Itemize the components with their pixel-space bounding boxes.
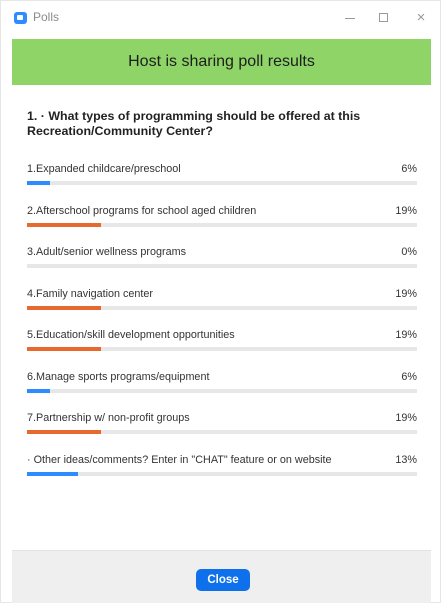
poll-option-percent: 6% [401,163,417,175]
close-window-icon[interactable]: × [416,9,426,26]
poll-option: · Other ideas/comments? Enter in "CHAT" … [27,454,417,496]
result-bar-track [27,181,417,185]
poll-option: 3.Adult/senior wellness programs 0% [27,246,417,288]
result-bar-fill [27,430,102,434]
result-bar-fill [27,222,102,227]
poll-option-label: 4.Family navigation center [27,287,154,300]
result-bar-fill [27,305,102,310]
result-bar-track [27,388,417,393]
maximize-icon[interactable] [372,6,396,30]
poll-option: 1.Expanded childcare/preschool 6% [27,163,417,205]
poll-option-percent: 19% [395,412,417,424]
poll-option-percent: 13% [395,453,417,466]
result-bar-fill [27,388,51,393]
poll-option-percent: 19% [395,329,417,341]
poll-option-label: 1.Expanded childcare/preschool [27,163,181,175]
poll-question: 1. · What types of programming should be… [27,109,361,138]
result-bar-track [27,430,417,434]
poll-option: 7.Partnership w/ non-profit groups 19% [27,412,417,454]
result-bar-fill [27,471,78,476]
minimize-icon[interactable] [338,6,362,30]
title-bar: Polls × [1,1,440,35]
poll-option-label: · Other ideas/comments? Enter in "CHAT" … [27,453,332,466]
zoom-app-icon [14,12,27,24]
result-bar-track [27,222,417,227]
poll-option-percent: 0% [401,246,417,258]
poll-option-label: 2.Afterschool programs for school aged c… [27,204,257,217]
result-bar-track [27,347,417,351]
poll-option-label: 5.Education/skill development opportunit… [27,329,235,341]
result-bar-track [27,471,417,476]
close-button[interactable]: Close [196,569,250,591]
result-bar-fill [27,347,102,351]
poll-option-percent: 19% [395,204,417,217]
poll-option: 4.Family navigation center 19% [27,288,417,330]
poll-option: 2.Afterschool programs for school aged c… [27,205,417,247]
window-title: Polls [33,10,60,24]
result-bar-track [27,264,417,268]
footer-bar: Close [12,550,431,603]
poll-option-label: 7.Partnership w/ non-profit groups [27,412,190,424]
poll-option: 5.Education/skill development opportunit… [27,329,417,371]
poll-options-list: 1.Expanded childcare/preschool 6% 2.Afters… [27,163,417,495]
poll-option: 6.Manage sports programs/equipment 6% [27,371,417,413]
poll-option-percent: 6% [401,370,417,383]
poll-option-label: 3.Adult/senior wellness programs [27,246,187,258]
result-bar-track [27,305,417,310]
result-bar-fill [27,181,51,185]
poll-option-percent: 19% [395,287,417,300]
poll-option-label: 6.Manage sports programs/equipment [27,370,210,383]
sharing-results-banner: Host is sharing poll results [12,39,431,85]
